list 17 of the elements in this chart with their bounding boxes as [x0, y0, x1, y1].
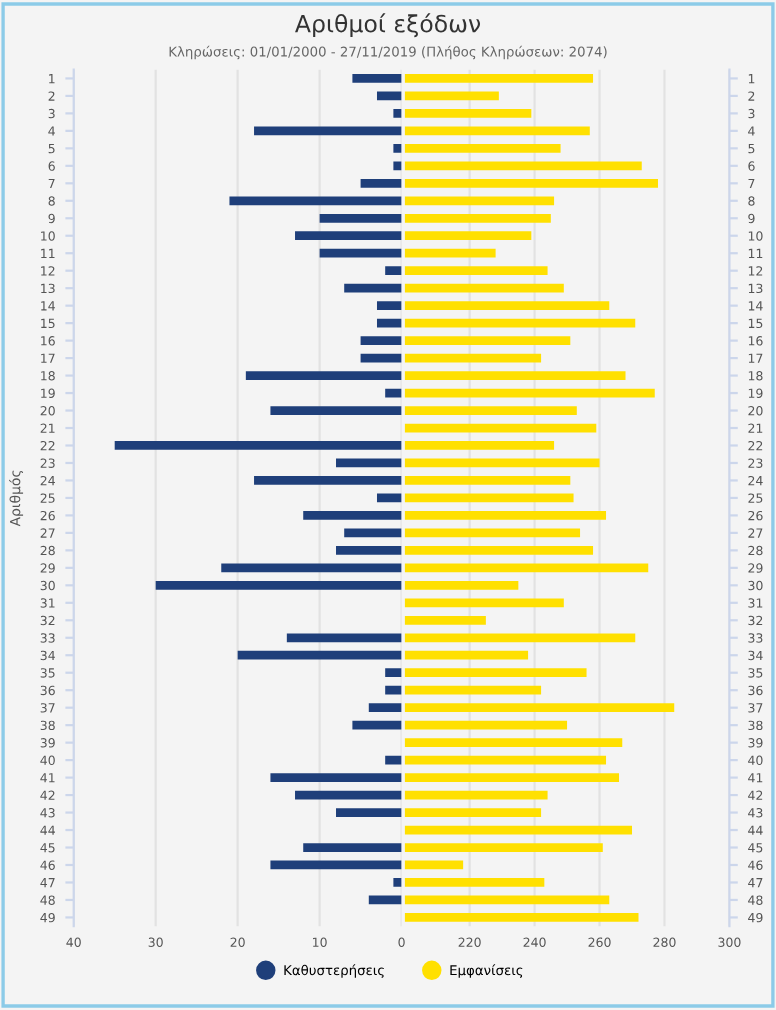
bar	[393, 161, 402, 171]
bar	[352, 74, 402, 83]
bar	[385, 668, 402, 678]
bar	[385, 755, 402, 765]
bar	[368, 703, 402, 713]
chart-title: Αριθμοί εξόδων	[295, 13, 481, 38]
bar	[376, 301, 402, 311]
bar	[352, 720, 402, 730]
bar	[360, 336, 402, 345]
bar	[360, 178, 402, 188]
bar	[385, 388, 402, 398]
bar	[393, 878, 402, 887]
bar	[385, 685, 402, 695]
bar	[393, 109, 402, 118]
bar	[393, 143, 402, 153]
bar	[385, 266, 402, 276]
bar	[376, 318, 402, 328]
